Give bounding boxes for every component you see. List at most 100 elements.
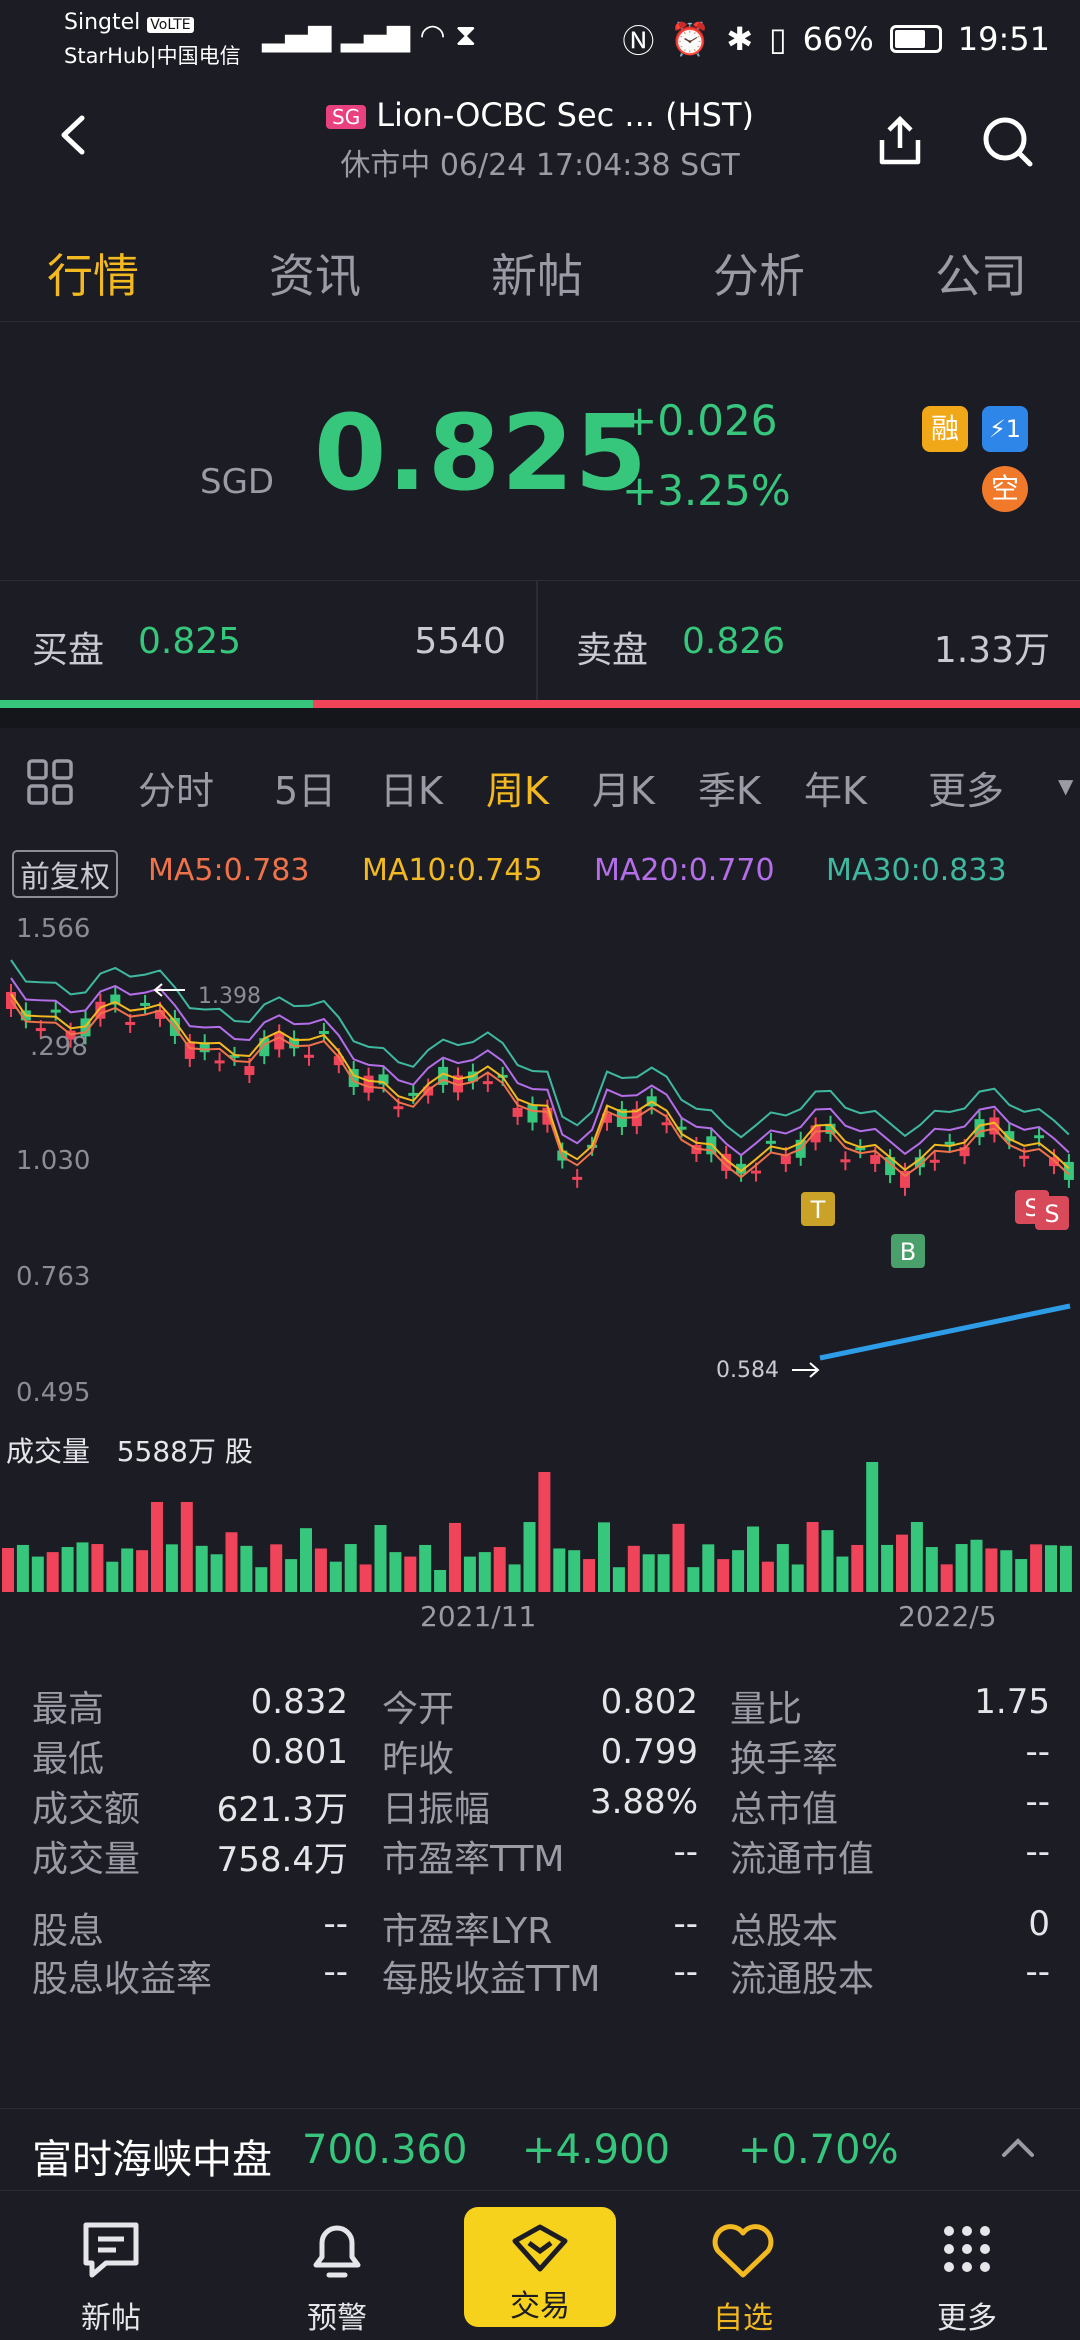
stat-label: 量比	[730, 1689, 803, 1730]
volume-bar	[925, 1547, 938, 1592]
nav-label-alerts: 预警	[307, 2301, 367, 2336]
search-button[interactable]	[980, 114, 1036, 170]
candle-body	[304, 1054, 314, 1058]
volume-bar	[121, 1548, 134, 1592]
ktab-yearly[interactable]: 年K	[804, 769, 867, 813]
adjust-toggle[interactable]: 前复权	[12, 850, 118, 898]
short-badge[interactable]: 空	[982, 466, 1028, 512]
margin-badge[interactable]: 融	[922, 406, 968, 452]
stat-value: --	[673, 1904, 698, 1944]
candle-body	[199, 1042, 210, 1053]
nav-label-posts: 新帖	[81, 2301, 141, 2336]
tab-analysis[interactable]: 分析	[713, 249, 805, 303]
tab-news[interactable]: 资讯	[269, 249, 361, 303]
share-button[interactable]	[872, 114, 928, 170]
stat-label: 市盈率TTM	[382, 1839, 565, 1880]
bid-ratio-fill	[0, 700, 314, 708]
volume-bar	[881, 1544, 894, 1592]
candle-body	[482, 1081, 493, 1085]
volume-bar	[791, 1564, 804, 1592]
stat-value: 621.3万	[216, 1790, 348, 1830]
stat-value: 0.802	[600, 1682, 698, 1722]
price-change: +0.026	[622, 396, 778, 445]
ktab-intraday[interactable]: 分时	[138, 769, 215, 813]
dropdown-arrow-icon[interactable]: ▼	[1058, 774, 1074, 798]
stat-label: 换手率	[730, 1739, 839, 1780]
nav-more[interactable]: 更多	[892, 2219, 1042, 2337]
ma10-label: MA10:0.745	[362, 853, 543, 888]
volume-chart[interactable]	[0, 1462, 1080, 1592]
candle-body	[914, 1157, 925, 1168]
nav-alerts[interactable]: 预警	[262, 2219, 412, 2337]
grid-view-button[interactable]	[26, 758, 74, 806]
stat-label: 成交额	[32, 1789, 141, 1830]
volume-bar	[240, 1545, 253, 1592]
volume-bar	[2, 1548, 14, 1592]
volume-bar	[553, 1548, 566, 1592]
candlestick-chart[interactable]: TBS S	[0, 900, 1080, 1420]
nfc-icon: Ⓝ	[622, 22, 655, 60]
tab-posts[interactable]: 新帖	[491, 249, 583, 303]
ktab-weekly[interactable]: 周K	[486, 769, 549, 813]
candle-body	[1034, 1135, 1045, 1139]
candle-body	[572, 1176, 583, 1180]
ktab-monthly[interactable]: 月K	[592, 769, 655, 813]
ma-line	[10, 999, 1070, 1179]
grid-icon	[27, 759, 73, 805]
volume-bar	[761, 1561, 774, 1592]
ktab-quarterly[interactable]: 季K	[698, 769, 761, 813]
tab-company[interactable]: 公司	[935, 249, 1027, 303]
signal-marker[interactable]	[801, 1192, 835, 1226]
ktab-more[interactable]: 更多	[928, 769, 1005, 813]
header: SG Lion-OCBC Sec ... (HST) 休市中 06/24 17:0…	[0, 80, 1080, 190]
signal-label: T	[810, 1196, 826, 1224]
stat-label: 每股收益TTM	[382, 1959, 601, 2000]
stat-value: --	[323, 1952, 348, 1992]
volume-bar	[344, 1544, 357, 1592]
volume-bar	[702, 1544, 715, 1592]
volume-bar	[955, 1544, 968, 1592]
nav-posts[interactable]: 新帖	[36, 2219, 186, 2337]
signal-marker[interactable]	[891, 1234, 925, 1268]
heart-icon	[712, 2224, 774, 2278]
volume-bar	[508, 1564, 521, 1592]
stat-label: 今开	[382, 1689, 455, 1730]
volume-bar	[61, 1547, 74, 1592]
candle-body	[378, 1074, 389, 1085]
clock: 19:51	[957, 20, 1050, 58]
ktab-daily[interactable]: 日K	[380, 769, 443, 813]
volume-bar	[404, 1556, 417, 1592]
market-status: 休市中 06/24 17:04:38 SGT	[340, 148, 740, 183]
candle-body	[810, 1125, 821, 1143]
candle-body	[1004, 1131, 1015, 1142]
stat-value: 0.801	[250, 1732, 348, 1772]
volume-bar	[329, 1561, 342, 1592]
index-ticker[interactable]: 富时海峡中盘 700.360 +4.900 +0.70%	[0, 2108, 1080, 2190]
stat-label: 股息收益率	[32, 1959, 213, 2000]
expand-button[interactable]	[1000, 2131, 1036, 2167]
stat-value: --	[1025, 1832, 1050, 1872]
volume-bar	[225, 1532, 238, 1592]
flash-badge[interactable]: ⚡1	[982, 406, 1028, 452]
nav-trade[interactable]: 交易	[464, 2207, 616, 2327]
nav-watchlist[interactable]: 自选	[668, 2219, 818, 2337]
chat-icon	[83, 2222, 139, 2278]
candle-body	[110, 994, 121, 1005]
candle-body	[453, 1075, 463, 1093]
volume-bar	[568, 1550, 581, 1592]
volume-bar	[16, 1544, 29, 1592]
ktab-5day[interactable]: 5日	[274, 769, 337, 813]
section-tabs: 行情 资讯 新帖 分析 公司	[0, 222, 1080, 322]
tab-quote[interactable]: 行情	[47, 249, 139, 303]
volume-bar	[31, 1556, 44, 1592]
candle-body	[885, 1157, 896, 1176]
back-button[interactable]	[50, 110, 100, 160]
candle-body	[1063, 1161, 1074, 1180]
volume-bar	[866, 1462, 879, 1592]
volume-bar	[195, 1545, 208, 1592]
x-tick-1: 2021/11	[420, 1600, 537, 1633]
ma-line	[10, 977, 1070, 1157]
chevron-up-icon	[1002, 2138, 1034, 2157]
volume-bar	[523, 1522, 536, 1592]
signal-marker[interactable]	[1035, 1196, 1069, 1230]
